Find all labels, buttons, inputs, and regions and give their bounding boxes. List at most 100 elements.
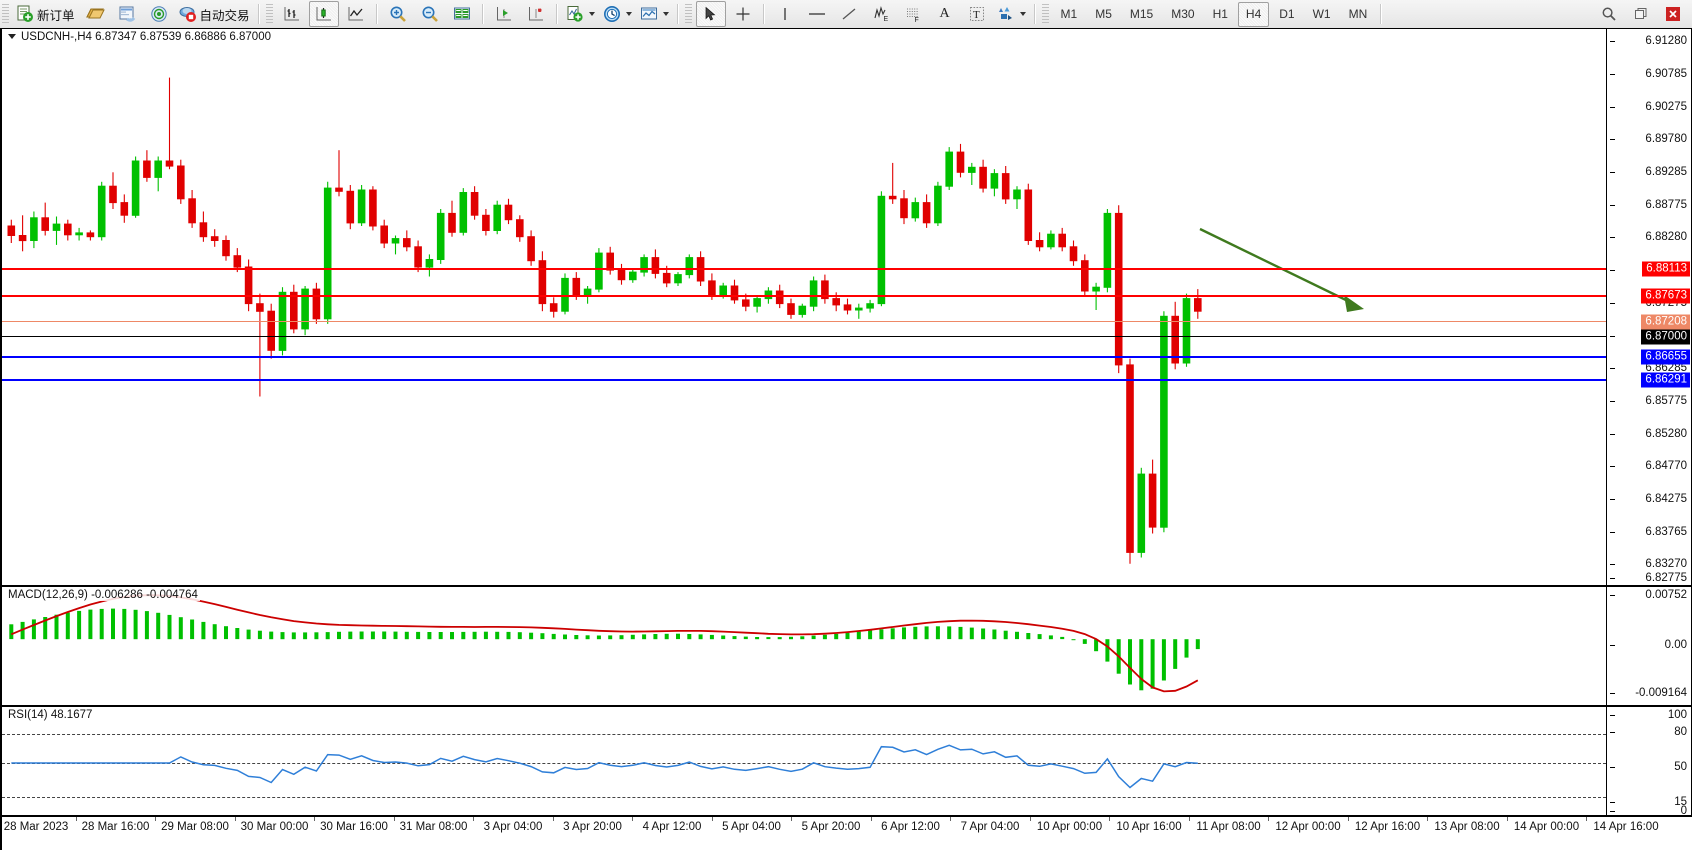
objects-list-button[interactable]	[994, 1, 1029, 27]
timeframe-mn[interactable]: MN	[1348, 6, 1368, 21]
time-tick	[552, 817, 554, 821]
chevron-down-icon-period[interactable]	[625, 12, 632, 16]
chart-canvas-area[interactable]: USDCNH-,H4 6.87347 6.87539 6.86886 6.870…	[0, 28, 1692, 850]
price-tick-label: 6.91280	[1645, 35, 1687, 47]
candlestick-chart-button[interactable]	[308, 1, 339, 27]
timeframe-m15[interactable]: M15	[1129, 6, 1154, 21]
time-axis-label: 11 Apr 08:00	[1196, 821, 1261, 833]
fibonacci-button[interactable]: F	[898, 1, 928, 27]
macd-tick	[1610, 645, 1615, 646]
time-axis-label: 29 Mar 08:00	[161, 821, 229, 833]
time-axis-label: 31 Mar 08:00	[399, 821, 468, 833]
autotrading-button[interactable]: 自动交易	[176, 1, 253, 27]
shift-end-button[interactable]	[489, 1, 519, 27]
profiles-button[interactable]	[80, 1, 110, 27]
resistance-1[interactable]	[2, 268, 1606, 270]
time-tick	[870, 817, 872, 821]
timeframe-m1[interactable]: M1	[1060, 6, 1078, 21]
timeframe-h1[interactable]: H1	[1212, 6, 1228, 21]
horizontal-line-button[interactable]	[802, 1, 832, 27]
time-axis-label: 3 Apr 04:00	[483, 821, 543, 833]
line-chart-button[interactable]	[341, 1, 371, 27]
timeframe-m30[interactable]: M30	[1171, 6, 1195, 21]
window-restore-icon[interactable]	[1626, 1, 1656, 27]
price-scale[interactable]: 6.91280 6.90785 6.90275 6.89780 6.89285 6.887…	[1606, 29, 1691, 585]
support-1[interactable]	[2, 356, 1606, 358]
time-tick	[791, 817, 792, 821]
support-1-label: 6.86655	[1641, 349, 1690, 365]
chevron-down-icon-objects[interactable]	[1019, 12, 1026, 16]
toolbar-grip[interactable]	[2, 4, 9, 24]
zoom-out-button[interactable]	[415, 1, 445, 27]
price-tick-label: 6.83765	[1645, 526, 1687, 538]
rsi-scale[interactable]: 100 80 50 15 0	[1606, 707, 1691, 817]
timeframe-d1[interactable]: D1	[1279, 6, 1295, 21]
time-axis-label: 14 Apr 16:00	[1593, 821, 1659, 833]
time-tick	[473, 817, 474, 821]
toolbar-separator-6	[762, 4, 765, 24]
rsi-tick-label: 100	[1667, 709, 1687, 721]
rsi-tick-label: 15	[1674, 796, 1687, 808]
trendline-button[interactable]	[834, 1, 864, 27]
vertical-line-button[interactable]	[770, 1, 800, 27]
macd-label: MACD(12,26,9) -0.006286 -0.004764	[6, 589, 200, 601]
text-label-button[interactable]: T	[962, 1, 992, 27]
rsi-plot[interactable]	[2, 707, 1606, 815]
resistance-2[interactable]	[2, 295, 1606, 297]
data-window-button[interactable]	[447, 1, 477, 27]
chart-tools-grip[interactable]	[265, 4, 273, 24]
market-watch-button[interactable]	[112, 1, 142, 27]
macd-pane[interactable]: MACD(12,26,9) -0.006286 -0.004764 0.0075…	[1, 586, 1692, 706]
search-icon[interactable]	[1594, 1, 1624, 27]
time-axis[interactable]: 28 Mar 2023 28 Mar 16:00 29 Mar 08:00 30 Ma…	[1, 816, 1692, 850]
auto-scroll-button[interactable]	[521, 1, 551, 27]
price-tick	[1610, 205, 1615, 206]
time-tick	[393, 817, 395, 821]
rsi-pane[interactable]: RSI(14) 48.1677 100 80 50 15 0	[1, 706, 1692, 817]
timeframe-w1[interactable]: W1	[1312, 6, 1331, 21]
timeframe-m5[interactable]: M5	[1095, 6, 1112, 21]
draw-tools-grip[interactable]	[684, 4, 692, 24]
price-tick	[1610, 434, 1615, 435]
time-tick	[950, 817, 951, 821]
bar-chart-button[interactable]	[277, 1, 307, 27]
zoom-in-button[interactable]	[383, 1, 413, 27]
svg-text:T: T	[973, 9, 980, 21]
new-order-button[interactable]: 新订单	[13, 1, 78, 27]
window-close-icon[interactable]	[1658, 1, 1688, 27]
period-button[interactable]	[600, 1, 635, 27]
price-tick-label: 6.88775	[1645, 199, 1687, 211]
elliott-wave-button[interactable]: E	[866, 1, 896, 27]
chevron-down-icon-templates[interactable]	[662, 12, 669, 16]
rsi-tick	[1610, 802, 1615, 803]
text-button[interactable]: A	[939, 6, 950, 21]
price-tick	[1610, 41, 1615, 42]
rsi-level-80	[2, 734, 1606, 736]
ask-line[interactable]	[2, 321, 1606, 322]
time-tick	[1506, 817, 1508, 821]
price-pane[interactable]: USDCNH-,H4 6.87347 6.87539 6.86886 6.870…	[1, 28, 1692, 586]
price-plot[interactable]	[2, 29, 1606, 585]
crosshair-button[interactable]	[728, 1, 758, 27]
timeframe-group: M1 M5 M15 M30 H1 H4 D1 W1 MN	[1052, 1, 1377, 27]
time-tick	[1188, 817, 1190, 821]
time-tick	[1347, 817, 1349, 821]
price-tick	[1610, 270, 1615, 271]
price-tick-label: 6.84770	[1645, 460, 1687, 472]
timeframe-h4[interactable]: H4	[1237, 1, 1270, 27]
timeframe-grip[interactable]	[1041, 4, 1049, 24]
price-tick	[1610, 368, 1615, 369]
templates-button[interactable]	[637, 1, 672, 27]
macd-scale[interactable]: 0.00752 0.00 -0.009164	[1606, 587, 1691, 705]
bid-line[interactable]	[2, 336, 1606, 337]
navigator-button[interactable]	[144, 1, 174, 27]
chevron-down-icon[interactable]	[588, 12, 595, 16]
collapse-arrow-icon[interactable]	[8, 34, 16, 40]
indicators-button[interactable]	[563, 1, 598, 27]
main-toolbar: 新订单 自动交易	[0, 0, 1692, 29]
cursor-button[interactable]	[695, 1, 726, 27]
support-2[interactable]	[2, 379, 1606, 381]
price-tick-label: 6.85280	[1645, 428, 1687, 440]
time-tick	[234, 817, 236, 821]
macd-plot[interactable]	[2, 587, 1606, 705]
